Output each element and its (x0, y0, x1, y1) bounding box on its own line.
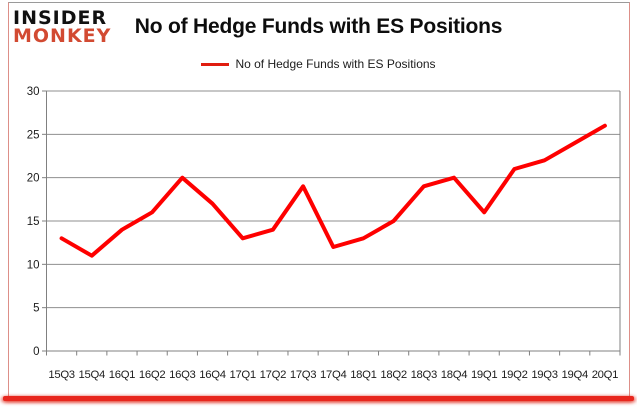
series-line (59, 123, 607, 258)
x-tick-label: 16Q2 (139, 369, 165, 381)
legend-label: No of Hedge Funds with ES Positions (235, 57, 436, 71)
x-tick-label: 19Q3 (531, 369, 557, 381)
x-tick-label: 20Q1 (592, 369, 618, 381)
y-tick-label: 5 (33, 303, 39, 315)
legend: No of Hedge Funds with ES Positions (0, 57, 637, 71)
x-tick-label: 18Q2 (380, 369, 406, 381)
x-tick-label: 18Q3 (411, 369, 437, 381)
x-tick-label: 17Q4 (320, 369, 346, 381)
logo-text-insider: INSIDER (13, 7, 108, 29)
x-tick-label: 19Q2 (501, 369, 527, 381)
legend-line-swatch (201, 62, 230, 66)
x-tick-label: 17Q1 (229, 369, 255, 381)
chart-frame (8, 2, 630, 398)
x-tick-label: 15Q4 (79, 369, 105, 381)
y-tick-label: 0 (33, 346, 39, 358)
x-tick-label: 15Q3 (48, 369, 74, 381)
x-tick-label: 19Q1 (471, 369, 497, 381)
chart-title: No of Hedge Funds with ES Positions (134, 15, 503, 38)
y-tick-label: 30 (27, 86, 40, 98)
y-tick-label: 20 (27, 173, 40, 185)
insider-monkey-logo: INSIDER MONKEY (13, 7, 112, 47)
x-tick-label: 17Q2 (260, 369, 286, 381)
x-tick-label: 16Q4 (199, 369, 225, 381)
x-tick-label: 17Q3 (290, 369, 316, 381)
x-tick-label: 19Q4 (562, 369, 588, 381)
y-tick-label: 10 (27, 259, 40, 271)
y-tick-label: 15 (27, 216, 40, 228)
x-tick-label: 16Q3 (169, 369, 195, 381)
y-tick-label: 25 (27, 129, 40, 141)
bottom-accent-bar (3, 396, 634, 401)
x-tick-label: 16Q1 (109, 369, 135, 381)
x-tick-label: 18Q4 (441, 369, 467, 381)
x-tick-label: 18Q1 (350, 369, 376, 381)
logo-text-monkey: MONKEY (13, 25, 112, 47)
